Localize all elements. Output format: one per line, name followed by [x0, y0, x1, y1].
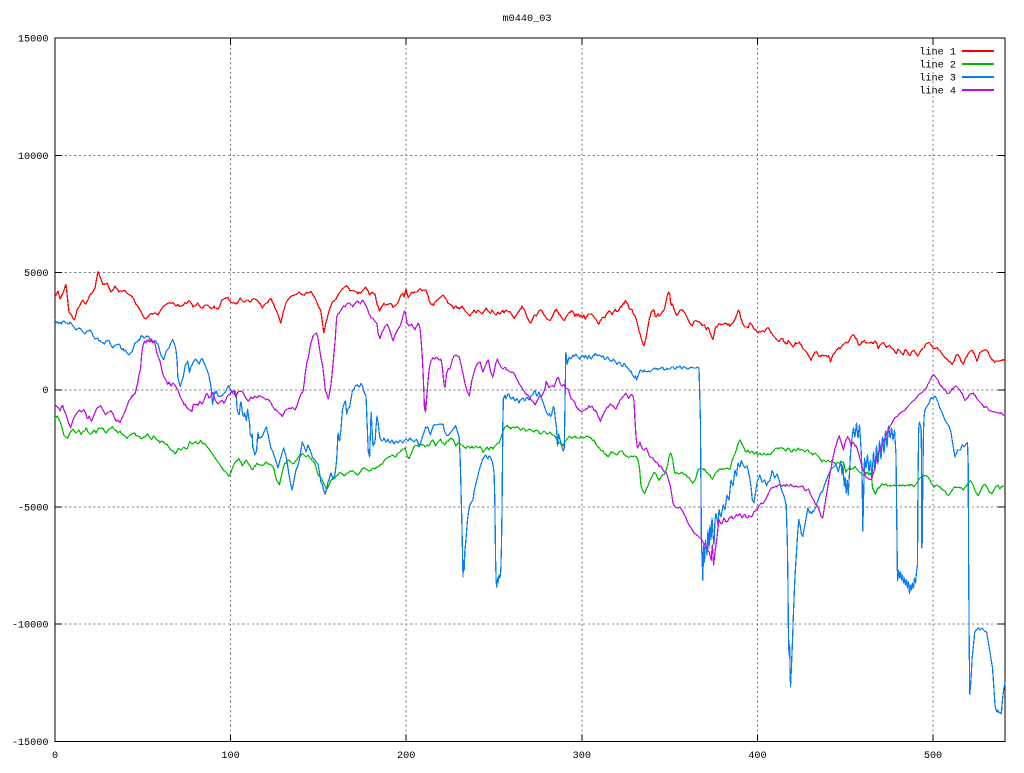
svg-text:-15000: -15000: [12, 738, 49, 749]
svg-text:10000: 10000: [18, 152, 49, 163]
svg-text:line 4: line 4: [919, 85, 956, 97]
svg-text:200: 200: [397, 751, 415, 762]
svg-text:line 3: line 3: [919, 72, 956, 84]
svg-text:400: 400: [748, 751, 766, 762]
svg-text:300: 300: [573, 751, 591, 762]
svg-text:-5000: -5000: [18, 503, 49, 514]
svg-text:m0440_03: m0440_03: [503, 14, 552, 25]
svg-text:0: 0: [42, 386, 48, 397]
svg-text:line 2: line 2: [919, 59, 956, 71]
svg-text:15000: 15000: [18, 35, 49, 46]
svg-text:100: 100: [221, 751, 239, 762]
svg-text:0: 0: [52, 751, 58, 762]
svg-text:-10000: -10000: [12, 621, 49, 632]
svg-text:5000: 5000: [24, 269, 48, 280]
svg-text:line 1: line 1: [919, 46, 956, 58]
svg-text:500: 500: [924, 751, 942, 762]
